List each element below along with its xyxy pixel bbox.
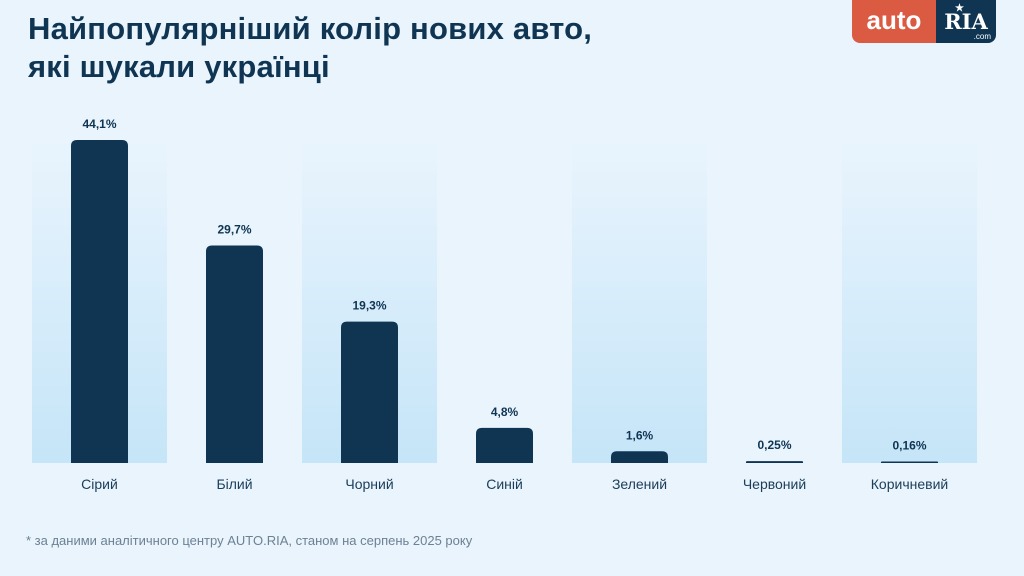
data-label: 0,25% — [757, 438, 791, 452]
source-footnote: * за даними аналітичного центру AUTO.RIA… — [26, 533, 473, 548]
category-label: Чорний — [345, 476, 393, 492]
category-label: Синій — [486, 476, 523, 492]
title-line-2: які шукали українці — [28, 49, 330, 84]
category-label: Сірий — [81, 476, 118, 492]
data-label: 29,7% — [217, 222, 251, 236]
bar-4 — [476, 427, 533, 463]
bar-7 — [881, 461, 938, 463]
data-label: 1,6% — [626, 428, 654, 442]
bar-1 — [71, 140, 128, 463]
logo-ria-text: RIA — [944, 9, 988, 34]
category-label: Зелений — [612, 476, 667, 492]
data-label: 4,8% — [491, 405, 519, 419]
category-label: Червоний — [743, 476, 806, 492]
column-background — [572, 140, 707, 463]
bar-3 — [341, 321, 398, 463]
column-background — [842, 140, 977, 463]
title-line-1: Найпопулярніший колір нових авто, — [28, 11, 593, 46]
category-label: Білий — [216, 476, 252, 492]
data-label: 44,1% — [82, 117, 116, 131]
bar-6 — [746, 461, 803, 463]
bar-2 — [206, 245, 263, 463]
logo-ria-block: ★ RIA .com — [936, 0, 996, 43]
category-label: Коричневий — [871, 476, 948, 492]
bar-5 — [611, 451, 668, 463]
data-label: 19,3% — [352, 299, 386, 313]
logo-auto-text: auto — [852, 0, 936, 43]
star-icon: ★ — [955, 3, 964, 14]
data-label: 0,16% — [892, 439, 926, 453]
autoria-logo[interactable]: auto ★ RIA .com — [852, 0, 996, 43]
chart-title: Найпопулярніший колір нових авто, які шу… — [28, 10, 592, 86]
logo-com-text: .com — [973, 32, 991, 41]
